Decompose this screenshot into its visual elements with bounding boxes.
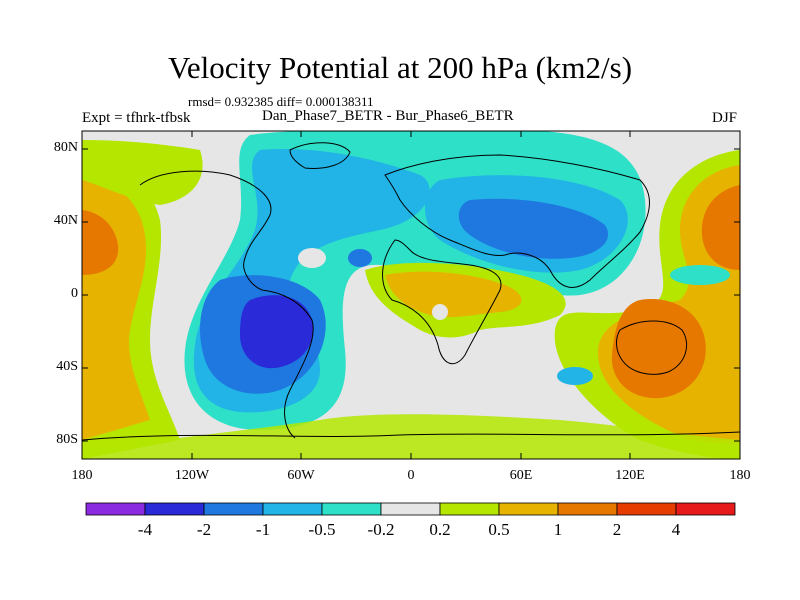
- coastline-eurasia: [384, 154, 650, 288]
- contour-fill-18: [348, 249, 372, 267]
- lat-label-40s: 40S: [56, 359, 78, 374]
- lon-label-0: 0: [407, 468, 415, 483]
- contour-fill-20: [557, 367, 593, 385]
- coastline-greenland: [289, 142, 351, 169]
- colorbar-label: 0.2: [429, 520, 451, 539]
- colorbar-swatch: [262, 502, 323, 516]
- lat-label-80s: 80S: [56, 432, 78, 447]
- coastline-australia: [616, 320, 687, 375]
- colorbar-label: 2: [612, 520, 622, 539]
- season-label: DJF: [712, 110, 738, 126]
- contour-fill-16: [82, 414, 740, 459]
- coastline-africa: [382, 239, 502, 365]
- contour-fill-5: [240, 295, 314, 369]
- lon-label-60e: 60E: [509, 468, 533, 483]
- colorbar-label: -0.5: [308, 520, 336, 539]
- colorbar-swatch: [321, 502, 382, 516]
- colorbar-swatch: [616, 502, 677, 516]
- colorbar-label: -4: [137, 520, 153, 539]
- colorbar-label: -1: [255, 520, 271, 539]
- colorbar-label: -0.2: [367, 520, 395, 539]
- contour-fill-17: [298, 248, 326, 268]
- colorbar-swatch: [144, 502, 205, 516]
- plot-title: Velocity Potential at 200 hPa (km2/s): [167, 50, 633, 85]
- colorbar-swatch: [85, 502, 146, 516]
- colorbar-label: 1: [553, 520, 563, 539]
- contour-fill-layer: [82, 131, 740, 459]
- colorbar-label: 0.5: [488, 520, 510, 539]
- stats-label: rmsd= 0.932385 diff= 0.000138311: [188, 94, 374, 109]
- colorbar-swatch: [203, 502, 264, 516]
- contour-fill-3: [458, 198, 609, 259]
- colorbar-swatch: [439, 502, 500, 516]
- coastline-antarctica: [82, 431, 740, 441]
- experiment-label: Expt = tfhrk-tfbsk: [82, 110, 191, 126]
- lon-label-180w: 180: [71, 468, 93, 483]
- lat-label-40n: 40N: [53, 213, 78, 228]
- coastline-americas: [139, 170, 314, 439]
- contour-fill-21: [432, 304, 448, 320]
- lon-label-60w: 60W: [287, 468, 315, 483]
- lon-label-120w: 120W: [174, 468, 210, 483]
- colorbar-swatch: [675, 502, 736, 516]
- contour-fill-11: [701, 185, 740, 270]
- subtitle-label: Dan_Phase7_BETR - Bur_Phase6_BETR: [262, 108, 514, 124]
- lon-label-120e: 120E: [615, 468, 645, 483]
- colorbar-label: -2: [196, 520, 212, 539]
- colorbar-swatch: [498, 502, 559, 516]
- coastline-layer: [82, 142, 740, 441]
- lat-label-80n: 80N: [53, 140, 78, 155]
- colorbar-label: 4: [671, 520, 681, 539]
- contour-fill-14: [385, 271, 522, 318]
- lat-label-0: 0: [71, 286, 78, 301]
- colorbar-swatch: [380, 502, 441, 516]
- colorbar-swatch: [557, 502, 618, 516]
- colorbar: [85, 502, 736, 516]
- contour-fill-8: [82, 210, 119, 275]
- axis-ticks: [81, 131, 741, 459]
- lon-label-180e: 180: [729, 468, 751, 483]
- contour-fill-19: [670, 265, 730, 285]
- contour-fill-15: [82, 140, 203, 205]
